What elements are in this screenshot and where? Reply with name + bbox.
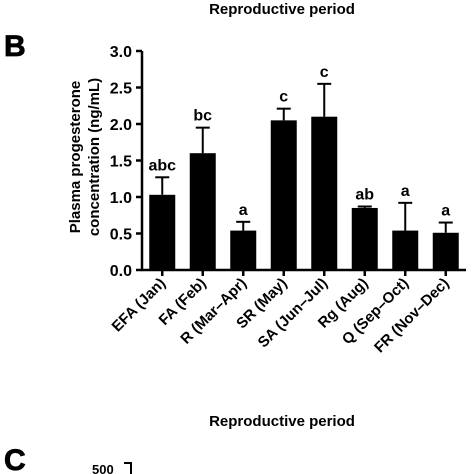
significance-label: a	[401, 183, 410, 200]
x-tick-label: EFA (Jan)	[109, 275, 170, 336]
panel-c-letter: C	[4, 444, 26, 474]
y-tick-label: 0.0	[110, 263, 132, 280]
y-tick-label: 1.0	[110, 190, 132, 207]
y-tick-label: 2.5	[110, 81, 132, 98]
y-tick-label: 0.5	[110, 227, 132, 244]
significance-label: a	[239, 202, 248, 219]
y-axis-label-line1: Plasma progesterone	[67, 81, 84, 234]
bar	[270, 120, 297, 270]
y-tick-label: 3.0	[110, 44, 132, 61]
y-tick-label: 2.0	[110, 117, 132, 134]
bar	[189, 153, 216, 270]
bar	[351, 207, 378, 270]
significance-label: ab	[355, 186, 374, 203]
significance-label: c	[320, 64, 329, 81]
significance-label: c	[279, 89, 288, 106]
y-axis-label-line2: concentration (ng/mL)	[86, 78, 103, 236]
significance-label: abc	[148, 157, 176, 174]
panel-b-letter: B	[4, 30, 26, 63]
bar	[432, 232, 459, 270]
top-caption: Reproductive period	[209, 1, 355, 18]
x-axis-label: Reproductive period	[209, 413, 355, 430]
y-tick-label: 1.5	[110, 154, 132, 171]
bar	[311, 116, 338, 270]
bar	[149, 194, 176, 270]
significance-label: a	[441, 203, 450, 220]
bar	[230, 230, 257, 270]
bar	[392, 230, 419, 270]
panel-c-partial-tick: 500	[92, 462, 114, 474]
significance-label: bc	[193, 108, 212, 125]
